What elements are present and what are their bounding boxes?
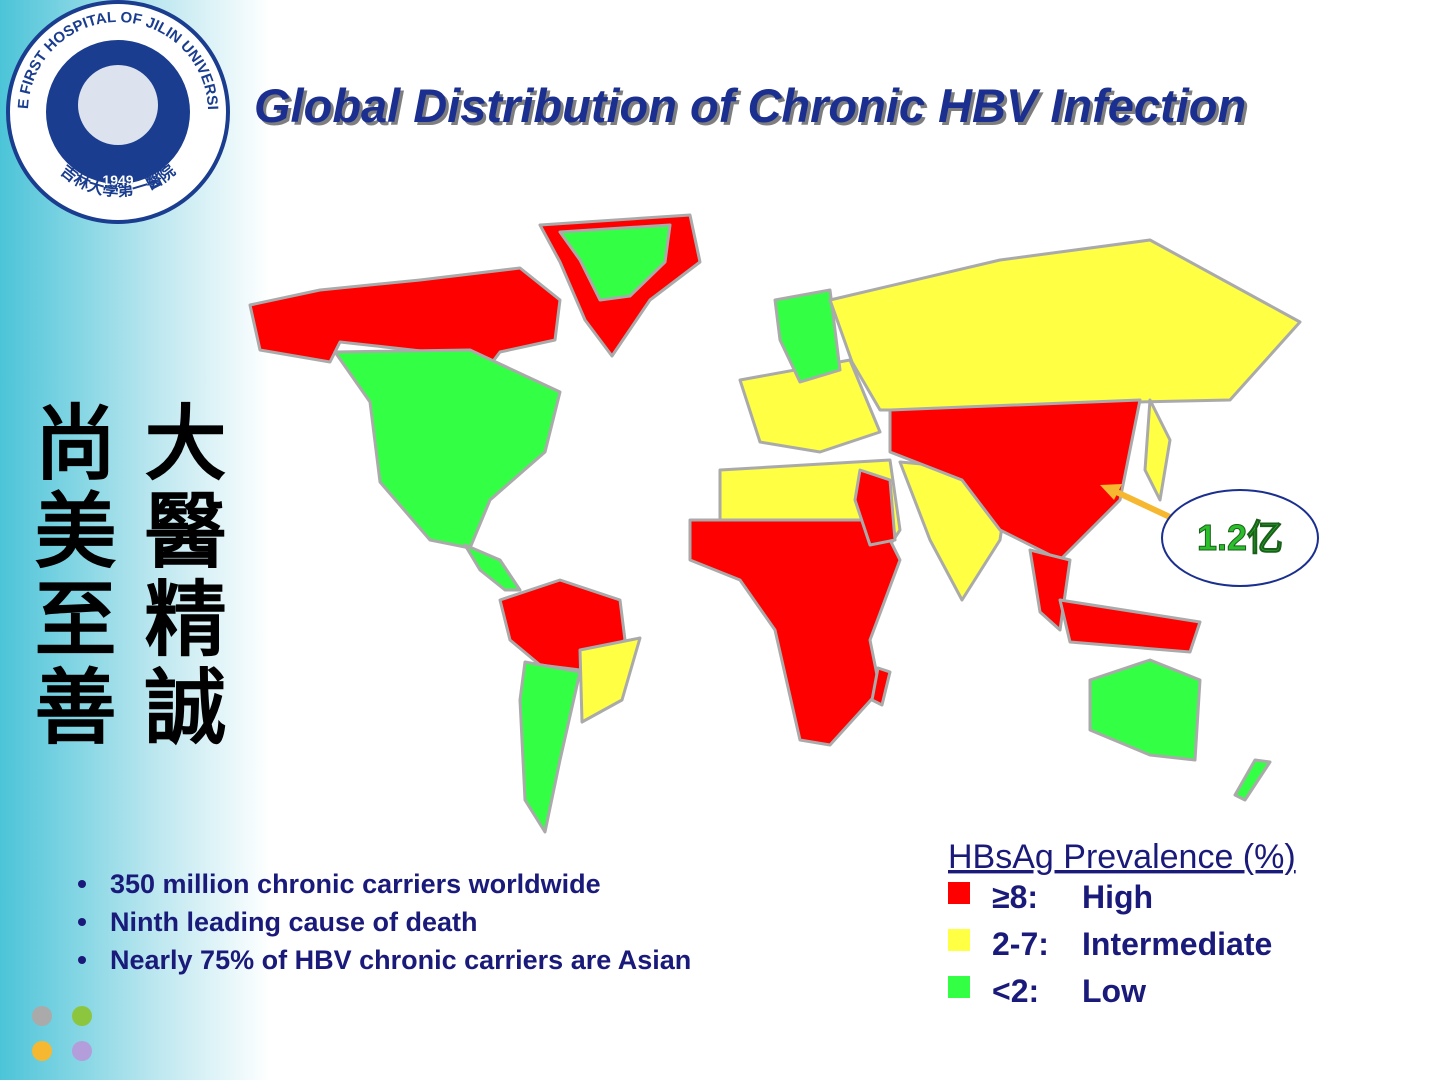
motto-column: 尚美至善 xyxy=(20,400,116,752)
decor-dots xyxy=(32,1006,92,1061)
title: Global Distribution of Chronic HBV Infec… xyxy=(254,79,1246,132)
callout-arrowhead xyxy=(1100,484,1122,500)
legend-label: High xyxy=(1082,879,1153,915)
bullet-list: 350 million chronic carriers worldwide Ni… xyxy=(78,869,691,975)
legend-range: 2-7: xyxy=(992,926,1049,962)
bullet-dot xyxy=(78,880,86,888)
legend-label: Low xyxy=(1082,973,1146,1009)
legend: HBsAg Prevalence (%) ≥8: High 2-7: Intermed… xyxy=(948,838,1296,1009)
legend-swatch xyxy=(948,882,970,904)
legend-title: HBsAg Prevalence (%) xyxy=(948,838,1296,876)
title-shadow: Global Distribution of Chronic HBV Infec… xyxy=(257,82,1249,135)
legend-range: <2: xyxy=(992,973,1039,1009)
legend-swatch xyxy=(948,929,970,951)
callout-arrow xyxy=(1106,485,1174,521)
bullet-dot xyxy=(78,918,86,926)
callout-ellipse xyxy=(1161,489,1319,587)
bullet-dot xyxy=(78,956,86,964)
callout-text: 1.2亿 xyxy=(1197,517,1283,558)
legend-swatch xyxy=(948,976,970,998)
legend-label: Intermediate xyxy=(1082,926,1272,962)
legend-range: ≥8: xyxy=(992,879,1038,915)
bullet-text: Ninth leading cause of death xyxy=(110,907,478,937)
world-map xyxy=(248,213,1302,834)
logo-year: 1949 xyxy=(102,172,133,188)
motto-column: 大醫精誠 xyxy=(130,400,226,752)
bullet-text: Nearly 75% of HBV chronic carriers are A… xyxy=(110,945,691,975)
bullet-text: 350 million chronic carriers worldwide xyxy=(110,869,601,899)
logo: THE FIRST HOSPITAL OF JILIN UNIVERSITY 吉… xyxy=(0,0,230,224)
